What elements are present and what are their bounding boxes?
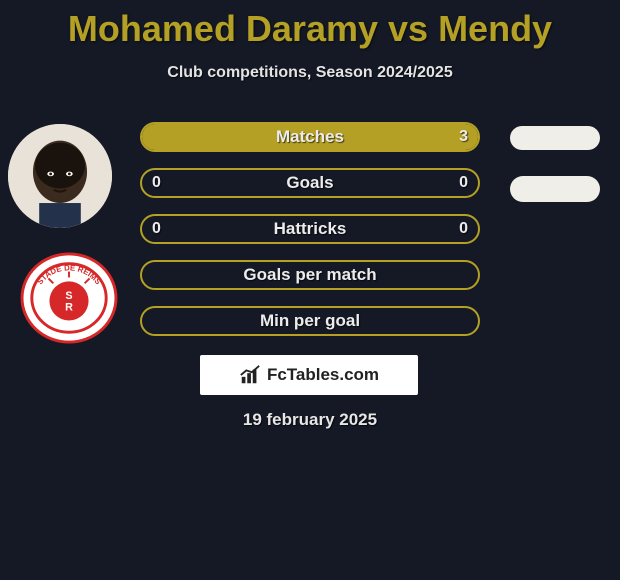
player-left-avatar bbox=[8, 124, 112, 228]
svg-text:S: S bbox=[65, 290, 72, 302]
stat-right-value: 3 bbox=[459, 128, 468, 146]
stat-label: Goals bbox=[286, 173, 333, 193]
player-right-avatar-placeholder-1 bbox=[510, 126, 600, 150]
stat-right-value: 0 bbox=[459, 220, 468, 238]
chart-icon bbox=[239, 364, 261, 386]
stats-bars: Matches 3 0 Goals 0 0 Hattricks 0 Goals … bbox=[140, 122, 480, 352]
logo-text: FcTables.com bbox=[267, 365, 379, 385]
page-title: Mohamed Daramy vs Mendy bbox=[0, 0, 620, 50]
stat-bar-matches: Matches 3 bbox=[140, 122, 480, 152]
stat-label: Min per goal bbox=[260, 311, 360, 331]
stat-label: Goals per match bbox=[243, 265, 376, 285]
stat-right-value: 0 bbox=[459, 174, 468, 192]
stat-bar-goals-per-match: Goals per match bbox=[140, 260, 480, 290]
stat-left-value: 0 bbox=[152, 220, 161, 238]
stat-label: Matches bbox=[276, 127, 344, 147]
stat-bar-min-per-goal: Min per goal bbox=[140, 306, 480, 336]
stat-label: Hattricks bbox=[274, 219, 347, 239]
stat-bar-hattricks: 0 Hattricks 0 bbox=[140, 214, 480, 244]
subtitle: Club competitions, Season 2024/2025 bbox=[0, 64, 620, 82]
stat-left-value: 0 bbox=[152, 174, 161, 192]
stat-bar-goals: 0 Goals 0 bbox=[140, 168, 480, 198]
club-badge-left: STADE DE REIMS S R bbox=[20, 252, 118, 344]
fctables-logo[interactable]: FcTables.com bbox=[200, 355, 418, 395]
player-right-avatar-placeholder-2 bbox=[510, 176, 600, 202]
date-text: 19 february 2025 bbox=[0, 410, 620, 430]
svg-text:R: R bbox=[65, 302, 73, 314]
